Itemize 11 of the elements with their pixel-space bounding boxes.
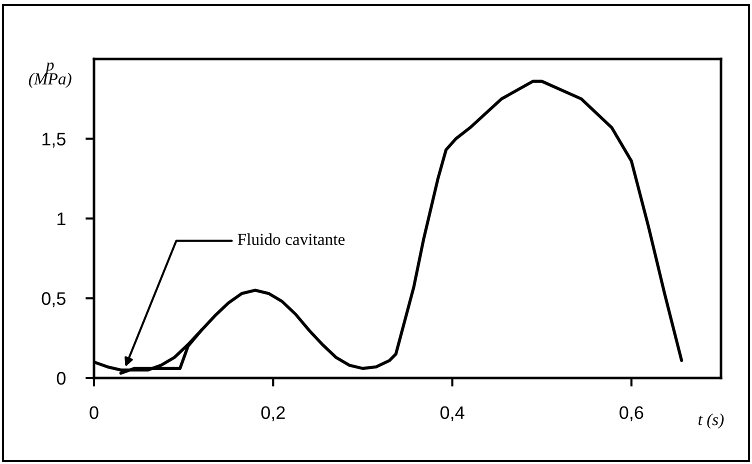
x-tick-label: 0,2 xyxy=(261,406,285,422)
y-tick-label: 0,5 xyxy=(42,292,66,308)
x-tick-label: 0,4 xyxy=(440,406,464,422)
x-axis-title: t (s) xyxy=(698,414,724,429)
annotation: Fluido cavitante xyxy=(238,233,345,245)
y-tick-label: 1 xyxy=(58,212,66,226)
y-tick-label: 1,5 xyxy=(42,132,66,148)
x-tick-label: 0,6 xyxy=(620,406,644,422)
y-tick-label: 0 xyxy=(56,372,66,385)
x-tick-label: 0 xyxy=(90,406,98,420)
y-axis-title: p (MPa) xyxy=(28,62,72,88)
